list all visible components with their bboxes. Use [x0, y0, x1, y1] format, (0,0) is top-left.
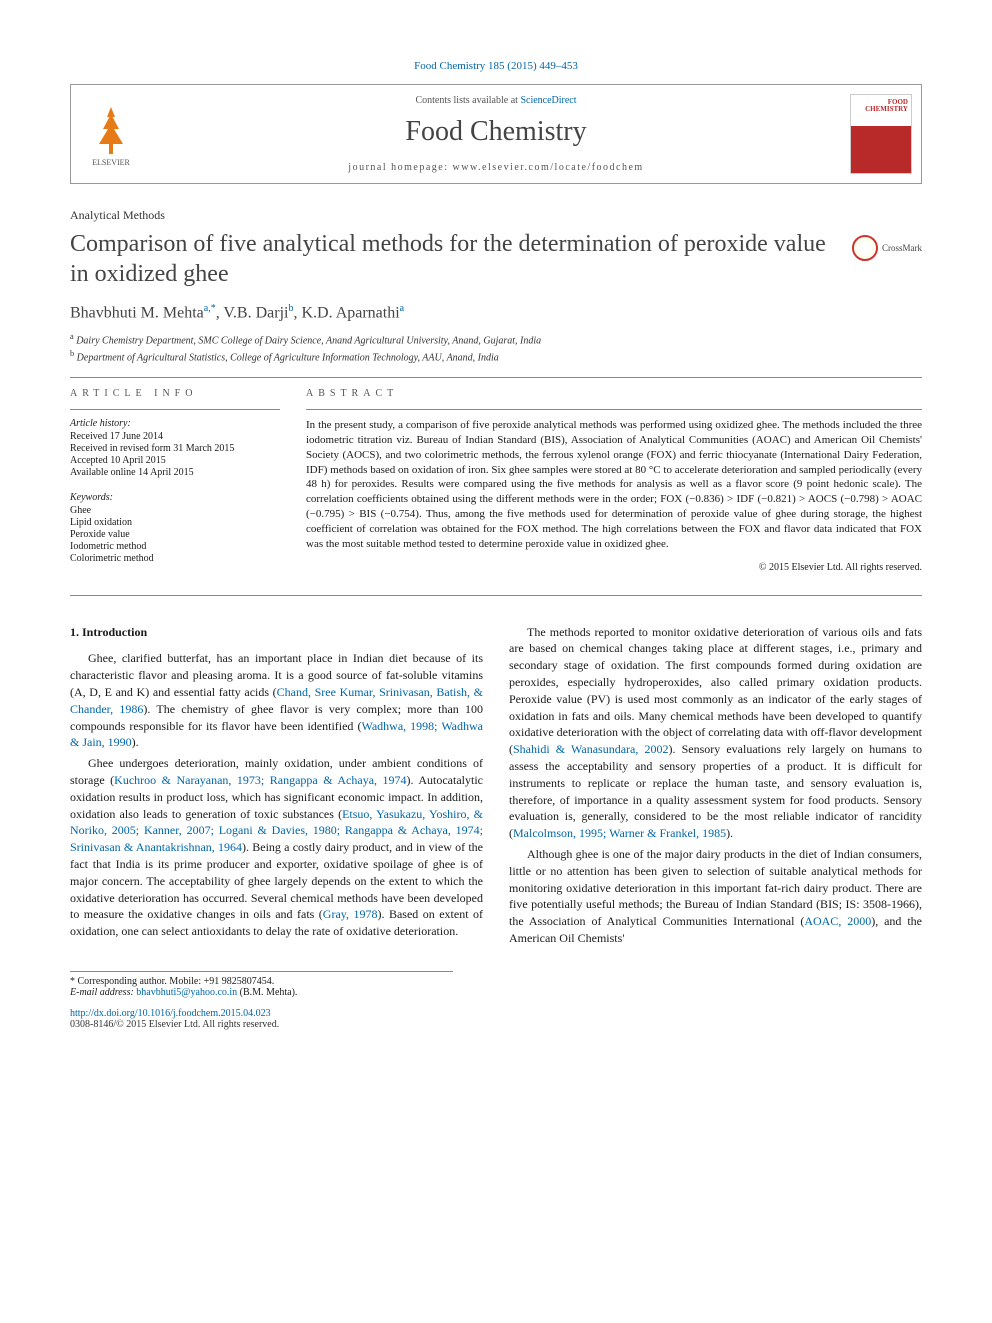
cover-label: FOODCHEMISTRY — [865, 99, 908, 113]
keyword: Ghee — [70, 505, 280, 516]
corr-label: * Corresponding author. Mobile: +91 9825… — [70, 976, 453, 987]
author-3: , K.D. Aparnathi — [293, 304, 399, 321]
citation-link[interactable]: Gray, 1978 — [323, 907, 378, 921]
journal-header: ELSEVIER Contents lists available at Sci… — [70, 84, 922, 184]
accepted-line: Accepted 10 April 2015 — [70, 455, 280, 466]
page: Food Chemistry 185 (2015) 449–453 ELSEVI… — [0, 0, 992, 1070]
footer: http://dx.doi.org/10.1016/j.foodchem.201… — [70, 1008, 922, 1030]
header-center: Contents lists available at ScienceDirec… — [151, 85, 841, 183]
abstract-heading: abstract — [306, 388, 922, 399]
journal-cover[interactable]: FOODCHEMISTRY — [841, 85, 921, 183]
journal-title: Food Chemistry — [163, 116, 829, 148]
keyword: Colorimetric method — [70, 553, 280, 564]
affil-a-text: Dairy Chemistry Department, SMC College … — [76, 336, 541, 347]
citation-link[interactable]: Malcolmson, 1995; Warner & Frankel, 1985 — [513, 826, 726, 840]
corr-email-line: E-mail address: bhavbhuti5@yahoo.co.in (… — [70, 987, 453, 998]
info-heading: article info — [70, 388, 280, 399]
corresponding-author: * Corresponding author. Mobile: +91 9825… — [70, 971, 453, 998]
affil-b-sup: b — [70, 349, 74, 358]
contents-prefix: Contents lists available at — [415, 95, 520, 106]
citation-line: Food Chemistry 185 (2015) 449–453 — [70, 60, 922, 72]
affiliation-a: a Dairy Chemistry Department, SMC Colleg… — [70, 332, 922, 346]
online-line: Available online 14 April 2015 — [70, 467, 280, 478]
abstract-copyright: © 2015 Elsevier Ltd. All rights reserved… — [306, 562, 922, 573]
keyword: Peroxide value — [70, 529, 280, 540]
doi-link[interactable]: http://dx.doi.org/10.1016/j.foodchem.201… — [70, 1008, 271, 1019]
keyword: Lipid oxidation — [70, 517, 280, 528]
divider-rule — [70, 377, 922, 378]
received-line: Received 17 June 2014 — [70, 431, 280, 442]
journal-homepage-line: journal homepage: www.elsevier.com/locat… — [163, 162, 829, 173]
sciencedirect-link[interactable]: ScienceDirect — [520, 95, 576, 106]
corr-email-link[interactable]: bhavbhuti5@yahoo.co.in — [136, 987, 237, 998]
body-para: The methods reported to monitor oxidativ… — [509, 624, 922, 842]
email-label: E-mail address: — [70, 987, 136, 998]
homepage-url[interactable]: www.elsevier.com/locate/foodchem — [453, 162, 644, 173]
footer-rights: 0308-8146/© 2015 Elsevier Ltd. All right… — [70, 1019, 922, 1030]
crossmark-text: CrossMark — [882, 243, 922, 253]
cover-thumb-icon: FOODCHEMISTRY — [850, 94, 912, 174]
author-1: Bhavbhuti M. Mehta — [70, 304, 204, 321]
email-suffix: (B.M. Mehta). — [237, 987, 297, 998]
keyword: Iodometric method — [70, 541, 280, 552]
elsevier-tree-icon: ELSEVIER — [81, 99, 141, 169]
homepage-prefix: journal homepage: — [348, 162, 452, 173]
crossmark-badge[interactable]: CrossMark — [852, 235, 922, 261]
author-3-affil: a — [400, 303, 404, 314]
body-para: Ghee undergoes deterioration, mainly oxi… — [70, 755, 483, 940]
citation-link[interactable]: Shahidi & Wanasundara, 2002 — [513, 742, 668, 756]
citation-link[interactable]: AOAC, 2000 — [804, 914, 871, 928]
svg-text:ELSEVIER: ELSEVIER — [92, 158, 130, 167]
keywords-label: Keywords: — [70, 492, 280, 503]
revised-line: Received in revised form 31 March 2015 — [70, 443, 280, 454]
section-label: Analytical Methods — [70, 208, 922, 223]
affil-a-sup: a — [70, 332, 74, 341]
intro-heading: 1. Introduction — [70, 624, 483, 641]
article-title: Comparison of five analytical methods fo… — [70, 229, 838, 289]
authors-line: Bhavbhuti M. Mehtaa,*, V.B. Darjib, K.D.… — [70, 303, 922, 322]
article-info-column: article info Article history: Received 1… — [70, 388, 280, 573]
abstract-column: abstract In the present study, a compari… — [306, 388, 922, 573]
contents-list-line: Contents lists available at ScienceDirec… — [163, 95, 829, 106]
affiliation-b: b Department of Agricultural Statistics,… — [70, 349, 922, 363]
author-2: , V.B. Darji — [216, 304, 289, 321]
body-para: Ghee, clarified butterfat, has an import… — [70, 650, 483, 751]
body-para: Although ghee is one of the major dairy … — [509, 846, 922, 947]
elsevier-logo[interactable]: ELSEVIER — [71, 85, 151, 183]
history-label: Article history: — [70, 418, 280, 429]
body-columns: 1. Introduction Ghee, clarified butterfa… — [70, 624, 922, 948]
crossmark-icon — [852, 235, 878, 261]
info-abstract-row: article info Article history: Received 1… — [70, 388, 922, 573]
citation-link[interactable]: Kuchroo & Narayanan, 1973; Rangappa & Ac… — [114, 773, 406, 787]
affil-b-text: Department of Agricultural Statistics, C… — [77, 352, 499, 363]
abstract-text: In the present study, a comparison of fi… — [306, 418, 922, 552]
author-1-affil: a, — [204, 303, 211, 314]
